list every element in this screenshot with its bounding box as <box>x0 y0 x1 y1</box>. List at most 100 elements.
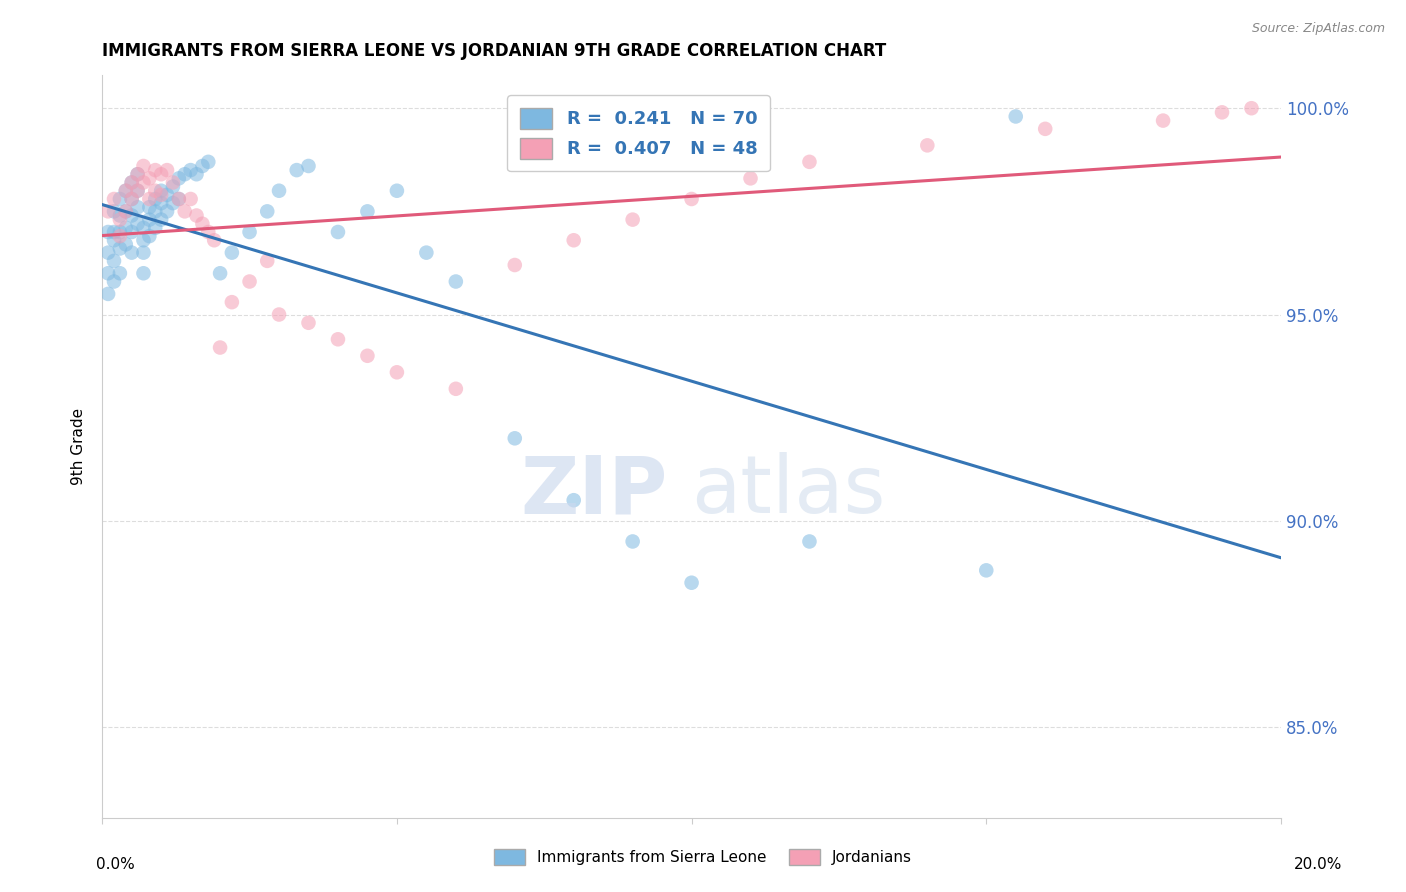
Point <box>121 176 143 190</box>
Point <box>103 275 125 289</box>
Point <box>385 184 408 198</box>
Point <box>138 200 160 214</box>
Point <box>356 204 378 219</box>
Point <box>114 220 136 235</box>
Point <box>1152 113 1174 128</box>
Point <box>162 196 184 211</box>
Point <box>121 192 143 206</box>
Text: IMMIGRANTS FROM SIERRA LEONE VS JORDANIAN 9TH GRADE CORRELATION CHART: IMMIGRANTS FROM SIERRA LEONE VS JORDANIA… <box>103 42 886 60</box>
Point <box>191 217 214 231</box>
Point <box>256 204 278 219</box>
Point <box>167 171 190 186</box>
Point <box>197 225 219 239</box>
Point <box>127 184 149 198</box>
Point <box>114 237 136 252</box>
Point <box>326 332 349 346</box>
Point <box>103 233 125 247</box>
Point <box>444 275 467 289</box>
Point <box>108 229 131 244</box>
Point <box>97 266 120 280</box>
Point <box>103 253 125 268</box>
Point <box>138 192 160 206</box>
Point <box>562 493 585 508</box>
Point <box>156 204 179 219</box>
Point <box>162 179 184 194</box>
Point <box>197 154 219 169</box>
Point <box>143 163 166 178</box>
Point <box>150 196 173 211</box>
Point <box>202 233 225 247</box>
Point <box>97 204 120 219</box>
Point <box>150 212 173 227</box>
Point <box>121 192 143 206</box>
Point <box>799 534 821 549</box>
Point <box>238 275 260 289</box>
Point <box>127 167 149 181</box>
Point <box>156 163 179 178</box>
Point <box>143 220 166 235</box>
Point <box>186 167 208 181</box>
Point <box>143 204 166 219</box>
Point <box>167 192 190 206</box>
Point <box>132 245 155 260</box>
Point <box>267 308 290 322</box>
Point <box>127 200 149 214</box>
Point <box>138 171 160 186</box>
Point <box>103 204 125 219</box>
Point <box>143 184 166 198</box>
Point <box>562 233 585 247</box>
Point <box>173 167 195 181</box>
Point <box>167 192 190 206</box>
Point <box>503 258 526 272</box>
Point <box>917 138 939 153</box>
Point <box>267 184 290 198</box>
Legend: Immigrants from Sierra Leone, Jordanians: Immigrants from Sierra Leone, Jordanians <box>488 843 918 871</box>
Point <box>415 245 437 260</box>
Point <box>132 176 155 190</box>
Point <box>127 167 149 181</box>
Legend: R =  0.241   N = 70, R =  0.407   N = 48: R = 0.241 N = 70, R = 0.407 N = 48 <box>508 95 770 171</box>
Point <box>108 209 131 223</box>
Point <box>108 242 131 256</box>
Point <box>150 184 173 198</box>
Y-axis label: 9th Grade: 9th Grade <box>72 408 86 485</box>
Point <box>191 159 214 173</box>
Point <box>156 187 179 202</box>
Point <box>238 225 260 239</box>
Point <box>127 217 149 231</box>
Point <box>162 176 184 190</box>
Point <box>209 266 232 280</box>
Point <box>444 382 467 396</box>
Point <box>740 171 762 186</box>
Point <box>681 192 703 206</box>
Point <box>1004 110 1026 124</box>
Point <box>114 204 136 219</box>
Text: Source: ZipAtlas.com: Source: ZipAtlas.com <box>1251 22 1385 36</box>
Point <box>221 295 243 310</box>
Point <box>121 225 143 239</box>
Point <box>385 365 408 379</box>
Point <box>97 245 120 260</box>
Point <box>97 286 120 301</box>
Point <box>132 266 155 280</box>
Point <box>103 225 125 239</box>
Point <box>681 575 703 590</box>
Text: 20.0%: 20.0% <box>1295 857 1343 872</box>
Point <box>180 192 202 206</box>
Point <box>127 184 149 198</box>
Point <box>150 187 173 202</box>
Point <box>97 225 120 239</box>
Point <box>132 159 155 173</box>
Text: ZIP: ZIP <box>520 452 668 530</box>
Point <box>1240 101 1263 115</box>
Point <box>209 341 232 355</box>
Point <box>356 349 378 363</box>
Point <box>1033 121 1056 136</box>
Point <box>180 163 202 178</box>
Point <box>103 192 125 206</box>
Point <box>799 154 821 169</box>
Point <box>143 192 166 206</box>
Point <box>326 225 349 239</box>
Point <box>121 245 143 260</box>
Point <box>114 204 136 219</box>
